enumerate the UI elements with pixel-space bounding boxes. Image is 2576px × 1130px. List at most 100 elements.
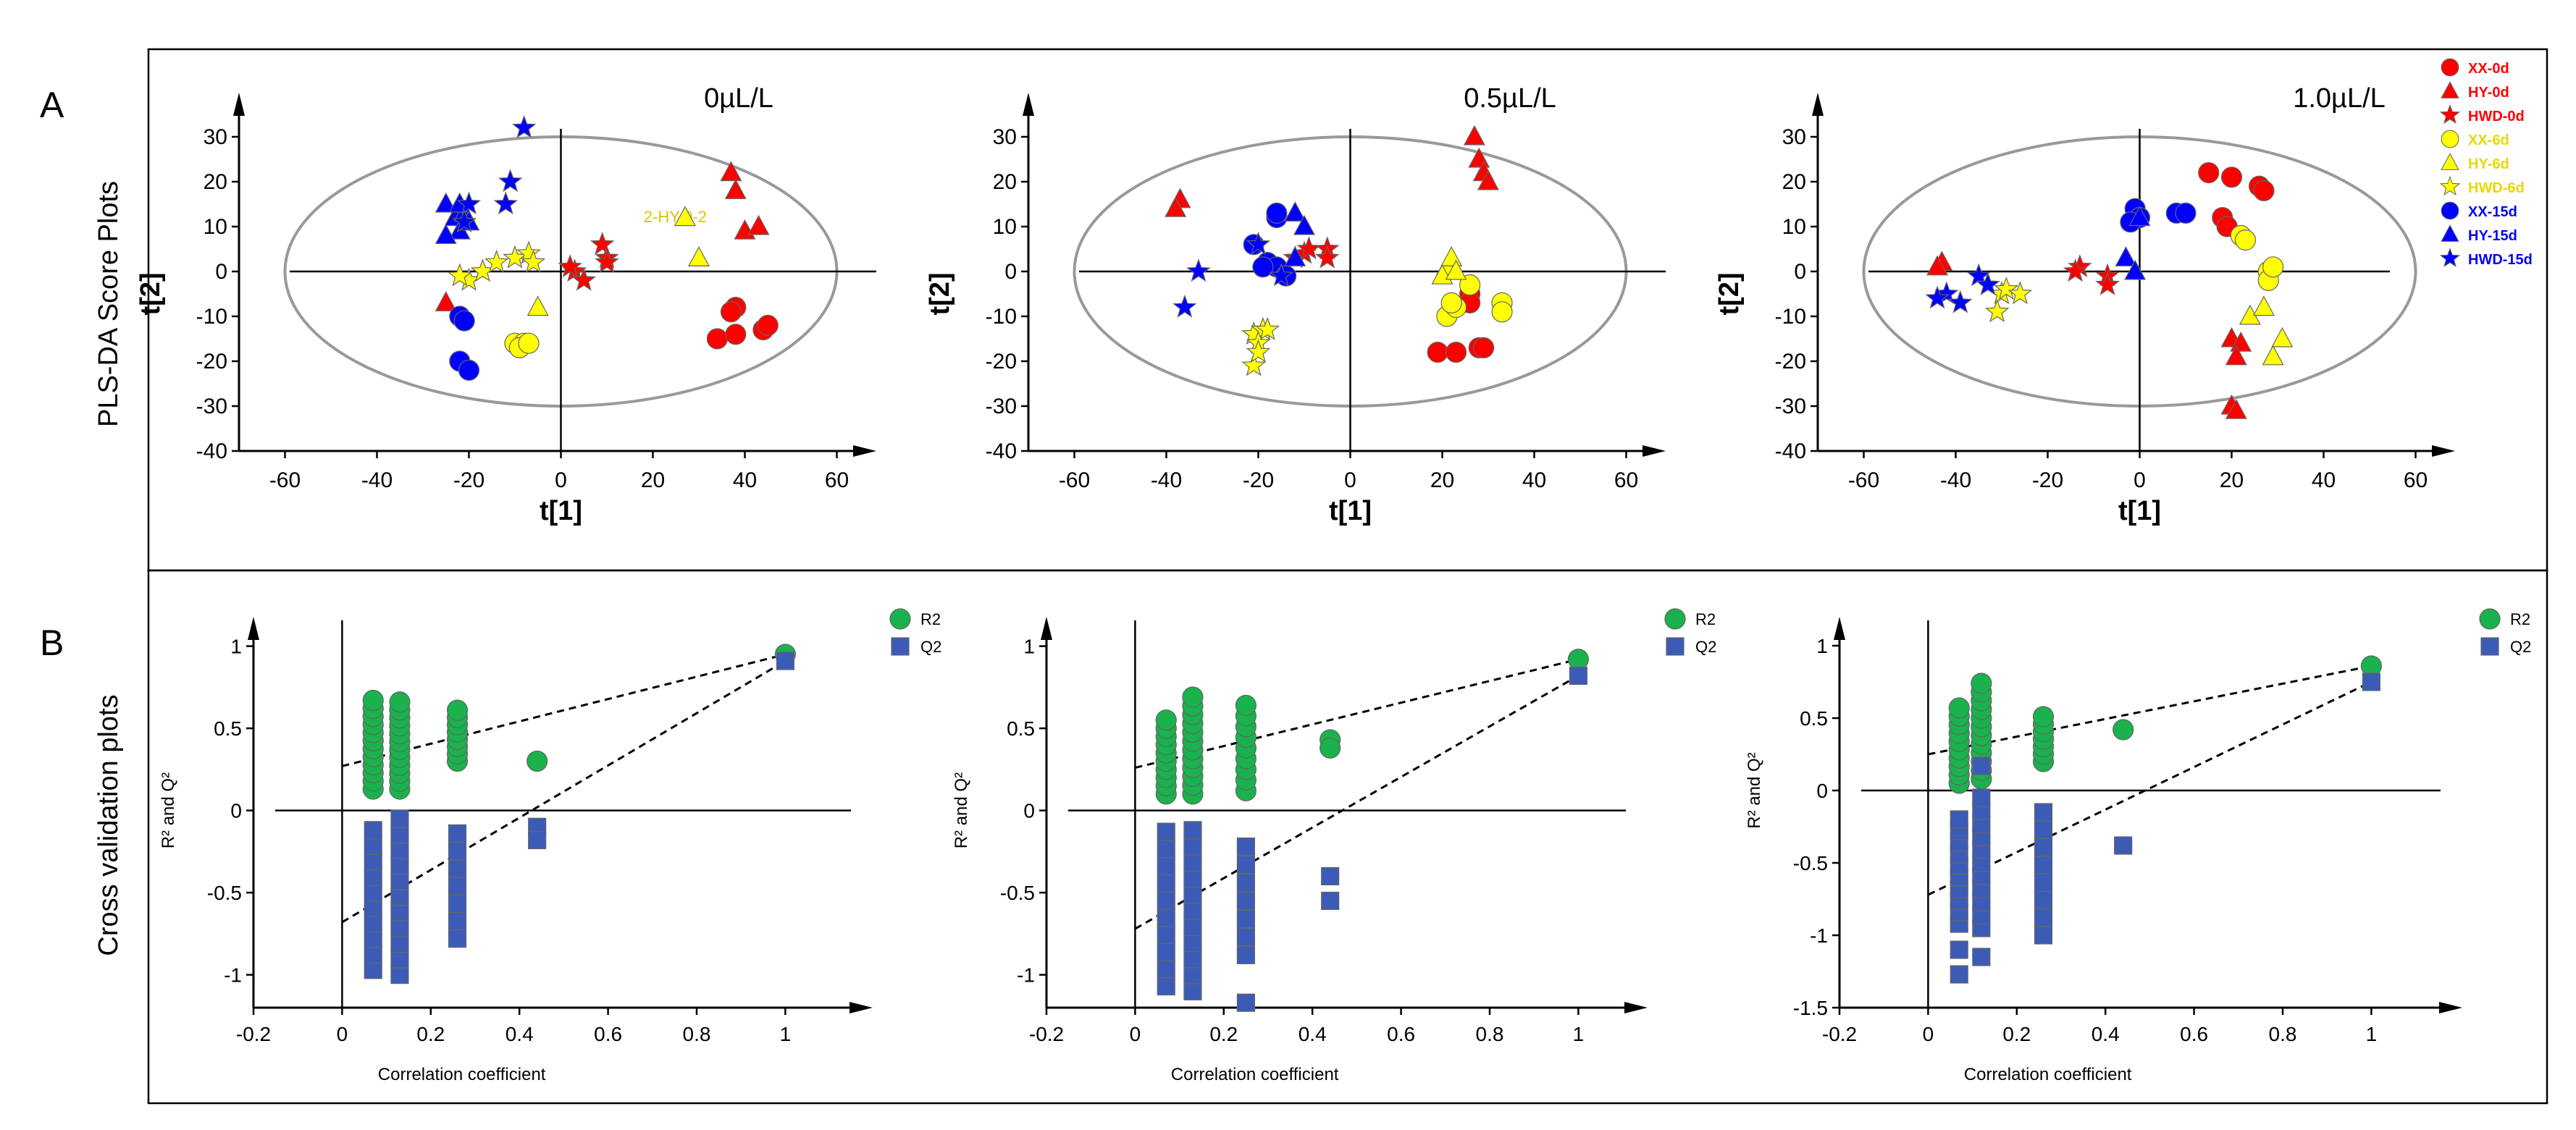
- point-xx-0d: [1427, 342, 1448, 363]
- x-tick-label: -60: [1059, 468, 1090, 492]
- point-xx-0d: [2220, 166, 2243, 188]
- point-q2: [2034, 908, 2053, 927]
- cv-plot-3: -0.2 0 0.2 0.4 0.6 0.8 1 -1.5 -1 -0.5 0 0.5 1 Correla…: [1745, 608, 2531, 1084]
- point-hy-15d: [435, 224, 457, 244]
- y-axis-arrow: [1812, 93, 1824, 116]
- cv-plot-1: -0.2 0 0.2 0.4 0.6 0.8 1 -1 -0.5 0 0.5 1 Correlation…: [159, 608, 941, 1084]
- panel-a-frame: [147, 48, 2548, 572]
- point-hy-0d: [1477, 169, 1500, 190]
- legend-marker-r2: [889, 608, 911, 630]
- point-q2: [364, 961, 382, 979]
- point-hy-6d: [2262, 345, 2284, 366]
- point-q2: [2034, 856, 2053, 874]
- x-tick-label: 0: [1130, 1023, 1141, 1045]
- x-tick-label: 40: [1522, 468, 1546, 492]
- y-tick-label: 0.5: [1007, 717, 1035, 740]
- y-tick-label: 30: [993, 125, 1017, 149]
- point-xx-0d: [2253, 180, 2275, 201]
- point-hy-0d: [720, 161, 742, 182]
- legend-marker: [2441, 81, 2459, 98]
- y-axis-arrow: [1023, 93, 1034, 116]
- point-xx-15d: [1252, 256, 1274, 278]
- row-label-cv: Cross validation plots: [93, 694, 124, 956]
- x-tick-label: -0.2: [1029, 1023, 1064, 1045]
- point-q2: [390, 856, 409, 875]
- point-hwd-6d: [1255, 316, 1280, 340]
- point-q2: [1157, 856, 1175, 876]
- x-tick-label: -0.2: [1822, 1023, 1857, 1045]
- legend-label: HWD-15d: [2468, 252, 2533, 268]
- point-q2: [1183, 821, 1202, 840]
- point-hwd-15d: [452, 209, 477, 233]
- x-tick-label: 0.8: [1476, 1023, 1504, 1045]
- point-q2: [1157, 891, 1175, 910]
- plot-title: 0.5µL/L: [1464, 83, 1556, 114]
- point-q2: [1972, 756, 1991, 775]
- cv-legend: R2 Q2: [2479, 608, 2531, 656]
- point-hy-15d: [1284, 246, 1306, 266]
- point-q2: [1972, 788, 1991, 807]
- y-tick-label: -1.5: [1793, 997, 1828, 1019]
- point-q2: [1236, 873, 1256, 893]
- x-tick-label: 0.6: [1387, 1023, 1415, 1045]
- point-hwd-6d: [1984, 299, 2010, 323]
- legend-label-q2: Q2: [1695, 638, 1716, 656]
- y-tick-label: -0.5: [1000, 882, 1035, 904]
- point-q2: [390, 872, 409, 890]
- point-q2: [1157, 977, 1175, 996]
- point-q2: [1157, 943, 1175, 961]
- regression-line: [1928, 665, 2372, 756]
- x-tick-label: -20: [453, 468, 484, 492]
- y-axis-label: t[2]: [925, 272, 955, 315]
- legend-marker: [2441, 201, 2459, 220]
- legend-label: HWD-6d: [2468, 180, 2525, 196]
- point-q2: [1950, 965, 1968, 984]
- y-tick-label: 10: [1782, 215, 1806, 239]
- x-tick-label: -40: [1940, 468, 1971, 492]
- x-tick-label: -20: [2032, 468, 2063, 492]
- point-q2: [1183, 901, 1202, 920]
- point-q2: [2114, 836, 2133, 855]
- x-axis-label: Correlation coefficient: [1964, 1065, 2132, 1084]
- y-tick-label: 20: [1782, 170, 1806, 194]
- x-tick-label: 0.2: [2002, 1023, 2031, 1045]
- x-tick-label: 60: [2404, 468, 2428, 492]
- x-tick-label: 0.8: [683, 1023, 711, 1045]
- point-q2: [390, 825, 409, 844]
- point-hy-15d: [2128, 206, 2151, 227]
- point-hy-15d: [2115, 246, 2137, 266]
- point-hwd-0d: [2095, 271, 2120, 295]
- point-r2: [389, 691, 411, 713]
- point-hwd-0d: [590, 232, 615, 256]
- x-tick-label: 1: [1573, 1023, 1585, 1045]
- point-xx-6d: [1440, 292, 1462, 313]
- y-tick-label: 30: [204, 125, 227, 149]
- point-hwd-15d: [1976, 271, 2000, 295]
- panel-label-b: B: [40, 623, 64, 663]
- point-q2: [364, 821, 382, 840]
- point-q2: [1236, 891, 1256, 911]
- point-hy-6d: [526, 295, 549, 316]
- x-tick-label: 0.4: [505, 1023, 534, 1045]
- point-xx-15d: [1266, 202, 1288, 224]
- x-axis-arrow: [2439, 1002, 2462, 1013]
- point-xx-0d: [1473, 337, 1495, 358]
- point-q2: [1236, 945, 1256, 964]
- x-axis-arrow: [1642, 445, 1666, 457]
- y-tick-label: 20: [204, 170, 227, 194]
- regression-line: [342, 653, 786, 767]
- point-q2: [390, 840, 409, 859]
- point-q2: [364, 945, 382, 964]
- point-xx-15d: [453, 310, 475, 332]
- y-tick-label: -0.5: [207, 882, 242, 904]
- charts-layer: -60 -40 -20 0 20 40 60-40-30-20-100102030t[1]t…: [135, 83, 2531, 1084]
- point-hy-0d: [1463, 125, 1485, 146]
- point-hwd-15d: [1172, 294, 1197, 318]
- point-hwd-0d: [595, 249, 619, 273]
- point-hwd-6d: [1241, 353, 1267, 376]
- point-hy-0d: [724, 179, 747, 199]
- y-axis-label: R² and Q²: [159, 772, 178, 848]
- point-hy-15d: [2124, 259, 2147, 280]
- point-hy-15d: [435, 192, 457, 213]
- point-xx-15d: [458, 359, 480, 381]
